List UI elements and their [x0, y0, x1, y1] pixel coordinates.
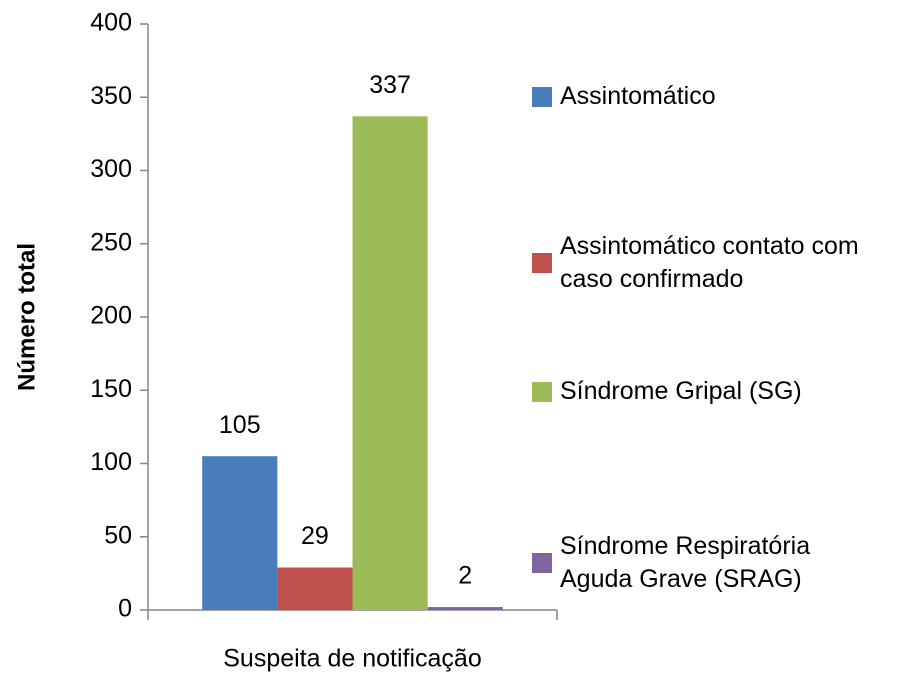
legend-label: Assintomático — [560, 82, 716, 110]
y-tick-label: 100 — [90, 448, 132, 476]
legend-label: Assintomático contato com caso confirmad… — [560, 232, 859, 293]
bar — [277, 567, 353, 610]
legend-swatch — [532, 553, 552, 573]
x-tick-label: Suspeita de notificação — [223, 645, 482, 673]
y-tick-label: 300 — [90, 155, 132, 183]
y-tick-label: 250 — [90, 228, 132, 256]
y-tick-label: 50 — [104, 521, 132, 549]
bar — [427, 607, 503, 610]
bar — [202, 456, 278, 610]
legend-item: Síndrome Respiratória Aguda Grave (SRAG) — [532, 530, 875, 596]
legend-item: Assintomático contato com caso confirmad… — [532, 230, 875, 296]
y-tick-label: 150 — [90, 375, 132, 403]
legend-label: Síndrome Gripal (SG) — [560, 377, 802, 405]
legend-item: Síndrome Gripal (SG) — [532, 375, 875, 408]
y-tick-label: 0 — [118, 595, 132, 623]
data-label: 29 — [301, 522, 329, 550]
y-tick-label: 400 — [90, 9, 132, 37]
y-axis-label: Número total — [13, 243, 40, 391]
data-label: 337 — [369, 71, 411, 99]
legend-swatch — [532, 86, 552, 107]
legend-item: Assintomático — [532, 80, 875, 113]
data-label: 2 — [458, 562, 472, 590]
bar — [352, 116, 428, 611]
y-tick-label: 350 — [90, 82, 132, 110]
legend-label: Síndrome Respiratória Aguda Grave (SRAG) — [560, 532, 811, 593]
legend-swatch — [532, 253, 552, 273]
y-tick-label: 200 — [90, 302, 132, 330]
data-label: 105 — [219, 411, 261, 439]
legend-swatch — [532, 381, 552, 402]
